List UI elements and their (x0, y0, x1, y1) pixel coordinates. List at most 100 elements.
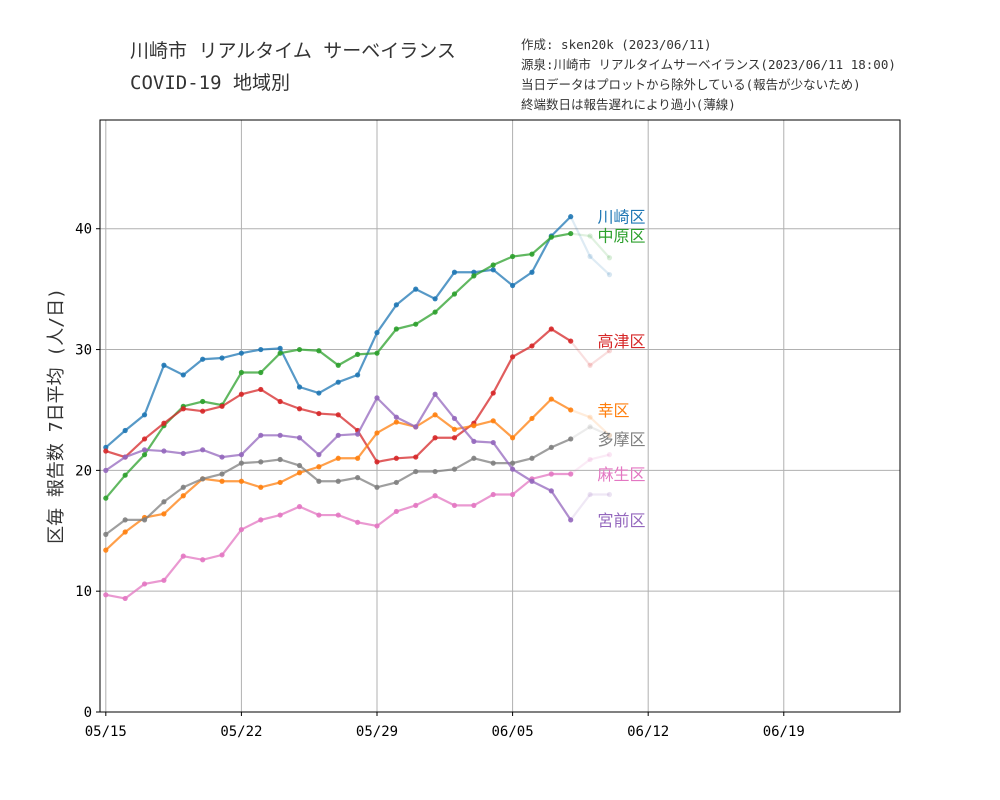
series-line-faded (570, 408, 611, 437)
data-point (161, 420, 167, 426)
data-point (238, 391, 245, 397)
y-tick-label: 10 (75, 584, 92, 600)
data-point (219, 403, 225, 409)
series-5: 多摩区 (103, 424, 645, 538)
grid-layer (100, 120, 900, 713)
series-3: 高津区 (103, 326, 645, 465)
data-point (335, 478, 341, 484)
data-point (316, 452, 322, 458)
data-point (451, 269, 458, 275)
data-point (451, 415, 458, 422)
data-point (355, 519, 361, 525)
data-point (587, 414, 593, 420)
data-point (529, 455, 535, 461)
data-point (316, 348, 322, 354)
data-point (141, 581, 148, 587)
y-tick-label: 40 (75, 222, 92, 238)
data-point (413, 321, 419, 327)
data-point (432, 435, 438, 441)
data-point (587, 491, 593, 498)
data-point (335, 362, 341, 368)
data-point (258, 369, 264, 376)
data-point (161, 511, 167, 517)
data-point (335, 432, 341, 438)
y-tick-label: 20 (75, 463, 92, 479)
data-point (180, 406, 186, 412)
data-point (374, 523, 380, 529)
data-point (471, 502, 477, 509)
series-label: 中原区 (597, 227, 645, 246)
data-point (393, 419, 399, 425)
data-point (296, 470, 303, 476)
data-point (587, 362, 593, 368)
data-point (355, 351, 361, 357)
chart-title-line2: COVID-19 地域別 (130, 72, 290, 94)
data-point (103, 531, 109, 538)
y-tick-label: 0 (84, 705, 92, 721)
x-tick-label: 06/05 (492, 724, 534, 740)
data-point (258, 432, 264, 438)
data-point (122, 454, 128, 460)
data-point (393, 302, 399, 308)
plot-frame (99, 119, 901, 713)
data-point (238, 350, 245, 356)
data-point (122, 472, 128, 478)
data-point (238, 460, 245, 466)
series-label: 麻生区 (597, 465, 645, 484)
data-point (432, 493, 438, 499)
data-point (296, 346, 303, 353)
data-point (219, 552, 225, 558)
data-point (238, 526, 245, 533)
data-point (122, 427, 128, 434)
data-point (335, 512, 341, 518)
data-point (277, 479, 283, 486)
series-6: 麻生区 (103, 452, 645, 602)
x-tick-label: 05/22 (220, 724, 262, 740)
series-1: 川崎区 (103, 208, 645, 451)
data-point (335, 455, 341, 461)
data-point (103, 547, 109, 553)
data-point (606, 348, 613, 354)
series-4: 幸区 (103, 396, 629, 553)
data-point (200, 356, 206, 362)
note-excluded: 当日データはプロットから除外している(報告が少ないため) (521, 77, 861, 92)
data-point (568, 471, 574, 477)
data-point (529, 251, 535, 257)
data-point (509, 466, 516, 472)
data-point (316, 390, 322, 396)
data-point (490, 390, 496, 396)
data-point (451, 291, 458, 297)
data-point (568, 230, 574, 237)
data-point (296, 504, 303, 510)
data-point (568, 517, 574, 523)
data-point (393, 414, 399, 420)
data-point (238, 478, 245, 484)
data-point (471, 273, 477, 279)
data-point (413, 468, 419, 475)
y-tick-label: 30 (75, 343, 92, 359)
series-line (105, 327, 572, 464)
data-point (219, 355, 225, 361)
series-label: 幸区 (597, 401, 629, 420)
data-point (606, 272, 613, 278)
data-point (529, 343, 535, 349)
data-point (103, 444, 109, 451)
data-point (200, 408, 206, 414)
data-point (355, 475, 361, 481)
series-7: 宮前区 (103, 391, 645, 530)
note-underreport: 終端数日は報告遅れにより過小(薄線) (521, 97, 736, 112)
data-point (548, 396, 554, 402)
data-point (509, 253, 516, 260)
data-point (180, 484, 186, 490)
data-point (296, 384, 303, 390)
data-point (374, 430, 380, 436)
data-point (393, 455, 399, 461)
x-tick-label: 06/19 (763, 724, 805, 740)
data-point (490, 267, 496, 273)
data-point (277, 398, 283, 405)
data-point (141, 412, 148, 418)
x-tick-label: 05/15 (85, 724, 127, 740)
data-point (606, 255, 613, 261)
